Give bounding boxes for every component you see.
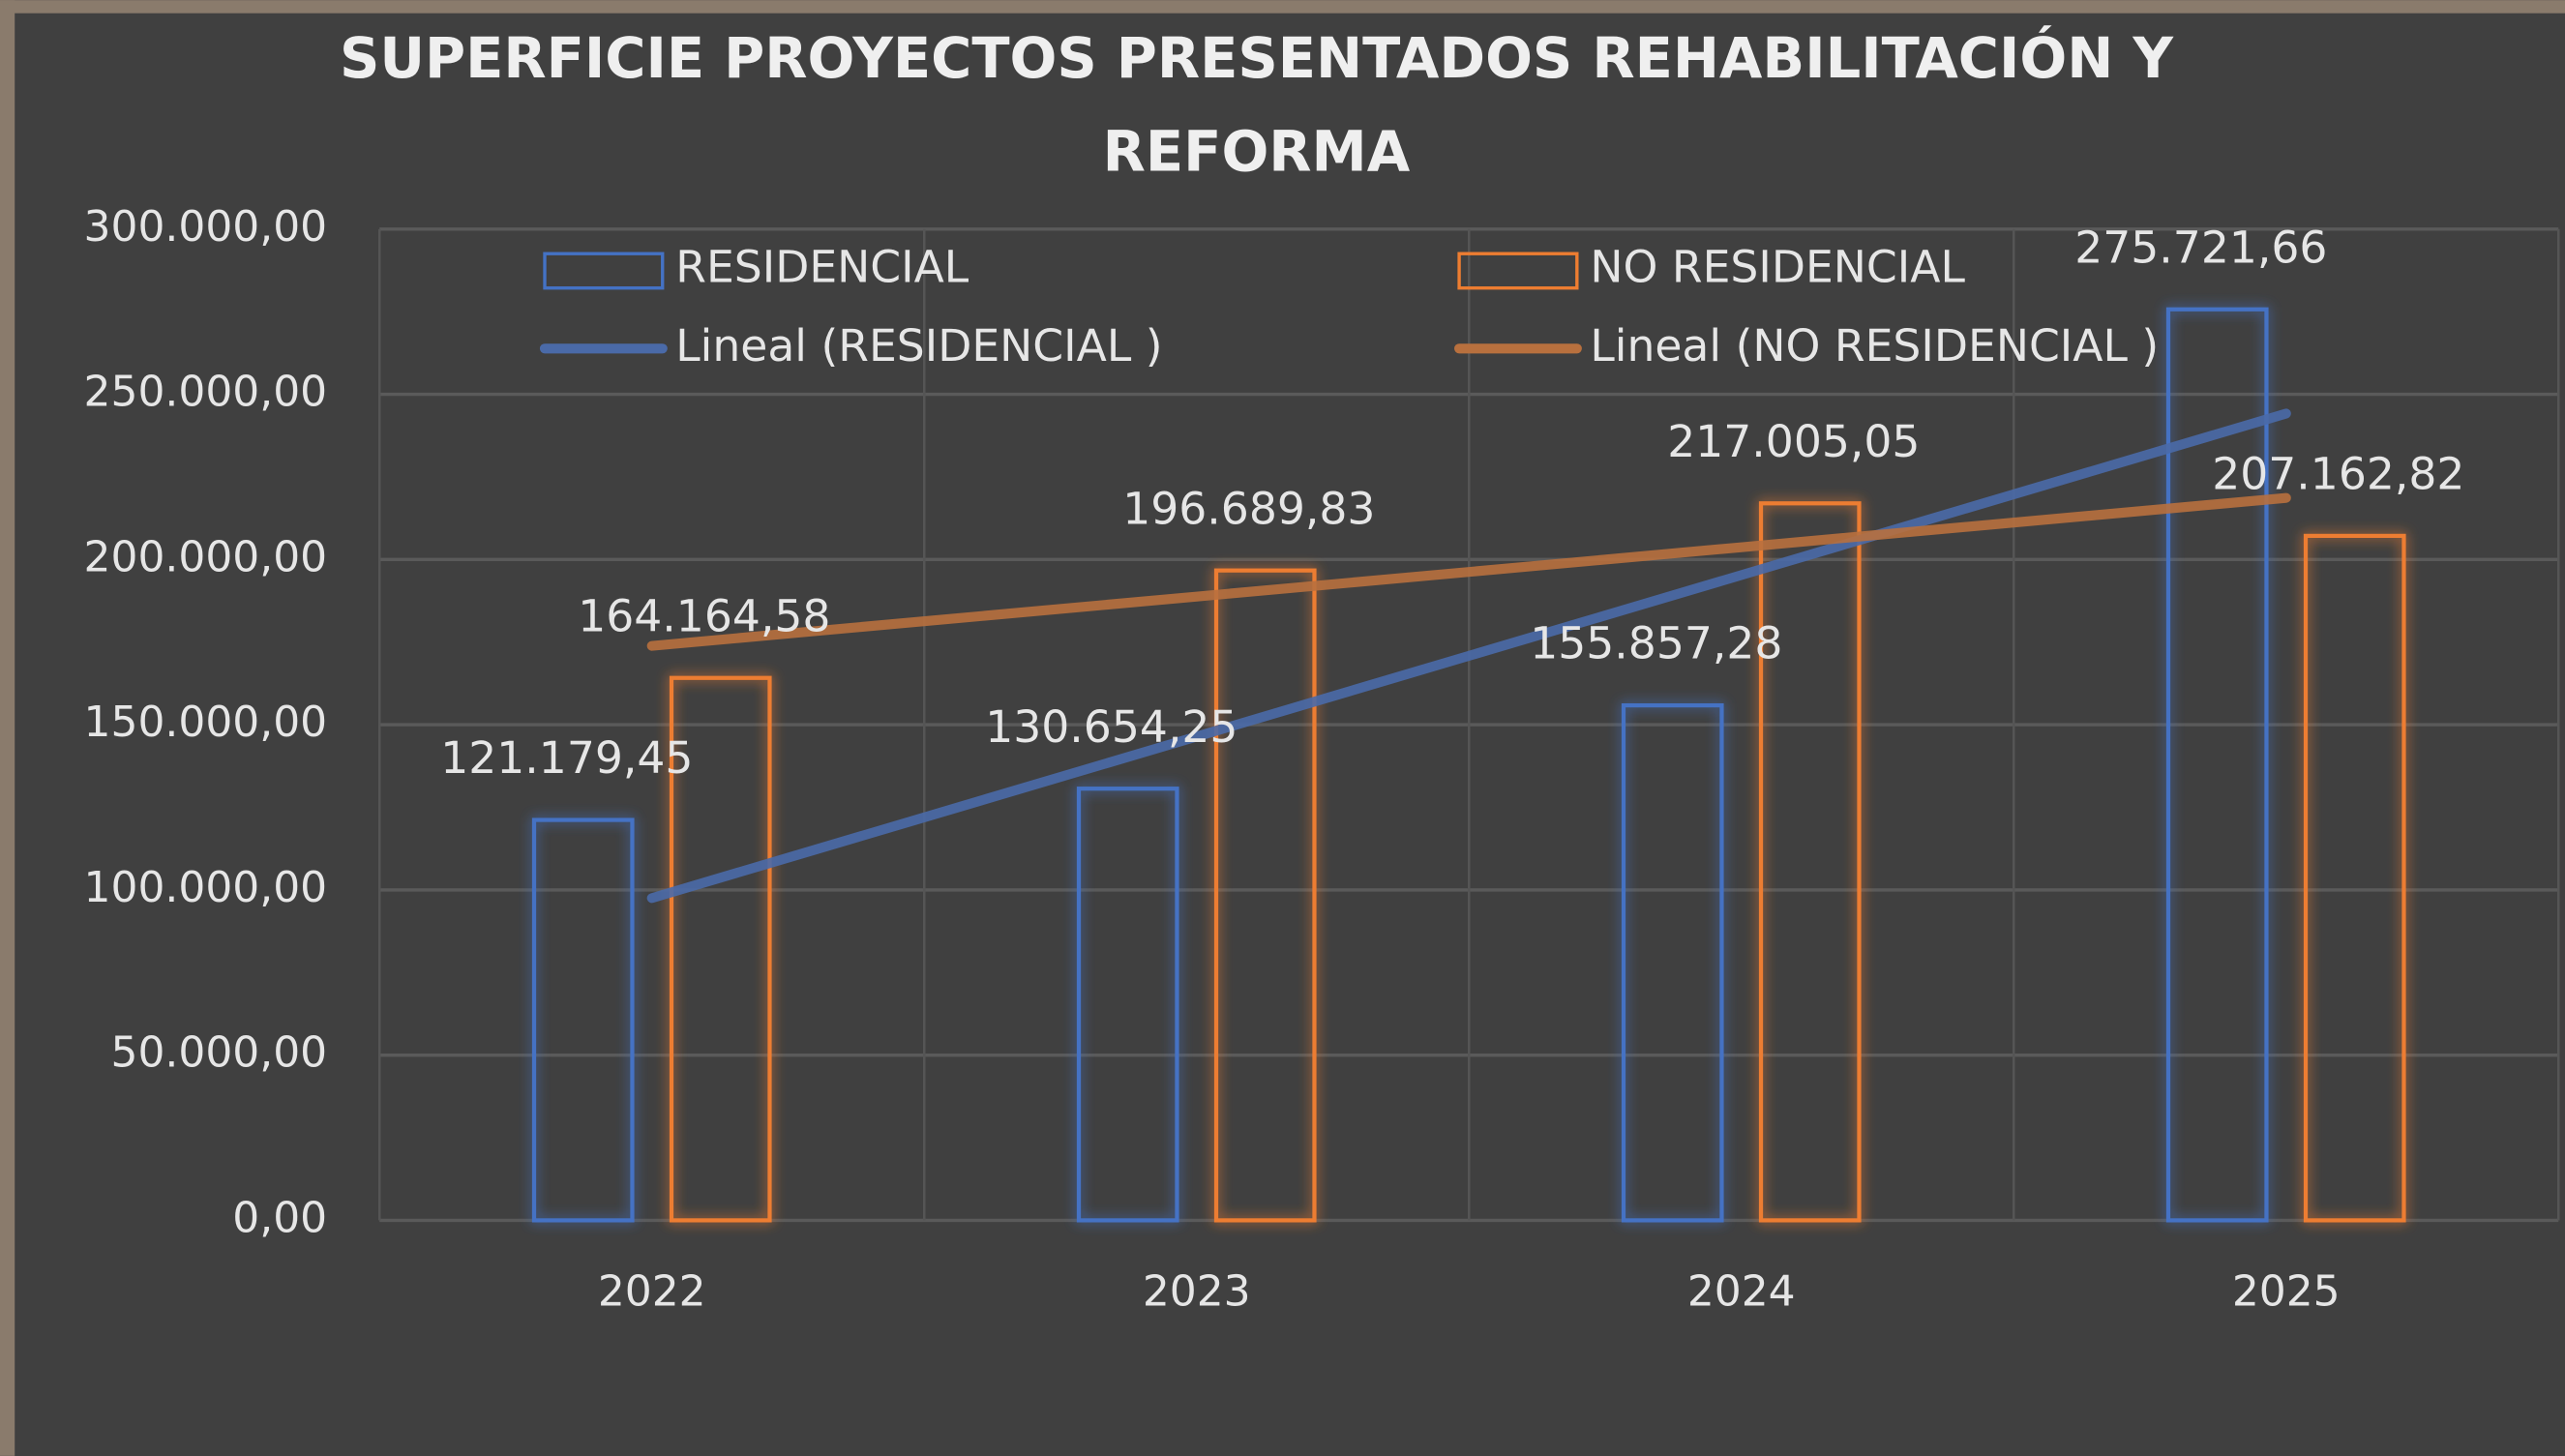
y-tick-label: 100.000,00 — [84, 863, 328, 912]
chart-title: SUPERFICIE PROYECTOS PRESENTADOS REHABIL… — [340, 25, 2174, 91]
bar — [1213, 568, 1317, 1223]
data-label: 130.654,25 — [985, 701, 1238, 753]
y-tick-label: 150.000,00 — [84, 698, 328, 747]
x-tick-label: 2022 — [598, 1266, 706, 1316]
x-tick-label: 2025 — [2232, 1266, 2341, 1316]
data-label: 217.005,05 — [1667, 416, 1920, 467]
data-label: 207.162,82 — [2212, 449, 2464, 500]
legend: RESIDENCIAL NO RESIDENCIAL Lineal (RESID… — [539, 242, 2159, 371]
trend-line — [646, 408, 2291, 904]
legend-label: Lineal (RESIDENCIAL ) — [675, 320, 1162, 371]
legend-label: NO RESIDENCIAL — [1590, 242, 1965, 293]
bar — [2303, 533, 2406, 1223]
y-tick-label: 300.000,00 — [84, 202, 328, 252]
border-left — [0, 0, 15, 1456]
chart-title: REFORMA — [1103, 119, 1411, 184]
y-tick-label: 200.000,00 — [84, 532, 328, 581]
y-tick-label: 250.000,00 — [84, 368, 328, 417]
data-label: 275.721,66 — [2074, 222, 2327, 273]
legend-swatch — [543, 252, 665, 290]
bar — [2165, 307, 2269, 1223]
x-tick-label: 2024 — [1687, 1266, 1796, 1316]
bar — [1758, 501, 1862, 1223]
y-tick-label: 50.000,00 — [111, 1028, 328, 1078]
trend-line — [646, 492, 2291, 651]
data-label: 196.689,83 — [1122, 483, 1375, 534]
bar — [669, 675, 772, 1223]
bar — [531, 817, 635, 1223]
bar — [1076, 787, 1179, 1223]
legend-label: RESIDENCIAL — [675, 242, 969, 293]
legend-swatch — [1457, 252, 1579, 290]
y-tick-label: 0,00 — [232, 1193, 327, 1242]
data-label: 121.179,45 — [440, 732, 693, 784]
border-top — [0, 0, 2565, 14]
data-label: 155.857,28 — [1530, 618, 1782, 669]
bar — [1621, 703, 1724, 1223]
data-label: 164.164,58 — [578, 590, 830, 641]
legend-label: Lineal (NO RESIDENCIAL ) — [1590, 320, 2159, 371]
x-tick-label: 2023 — [1143, 1266, 1251, 1316]
